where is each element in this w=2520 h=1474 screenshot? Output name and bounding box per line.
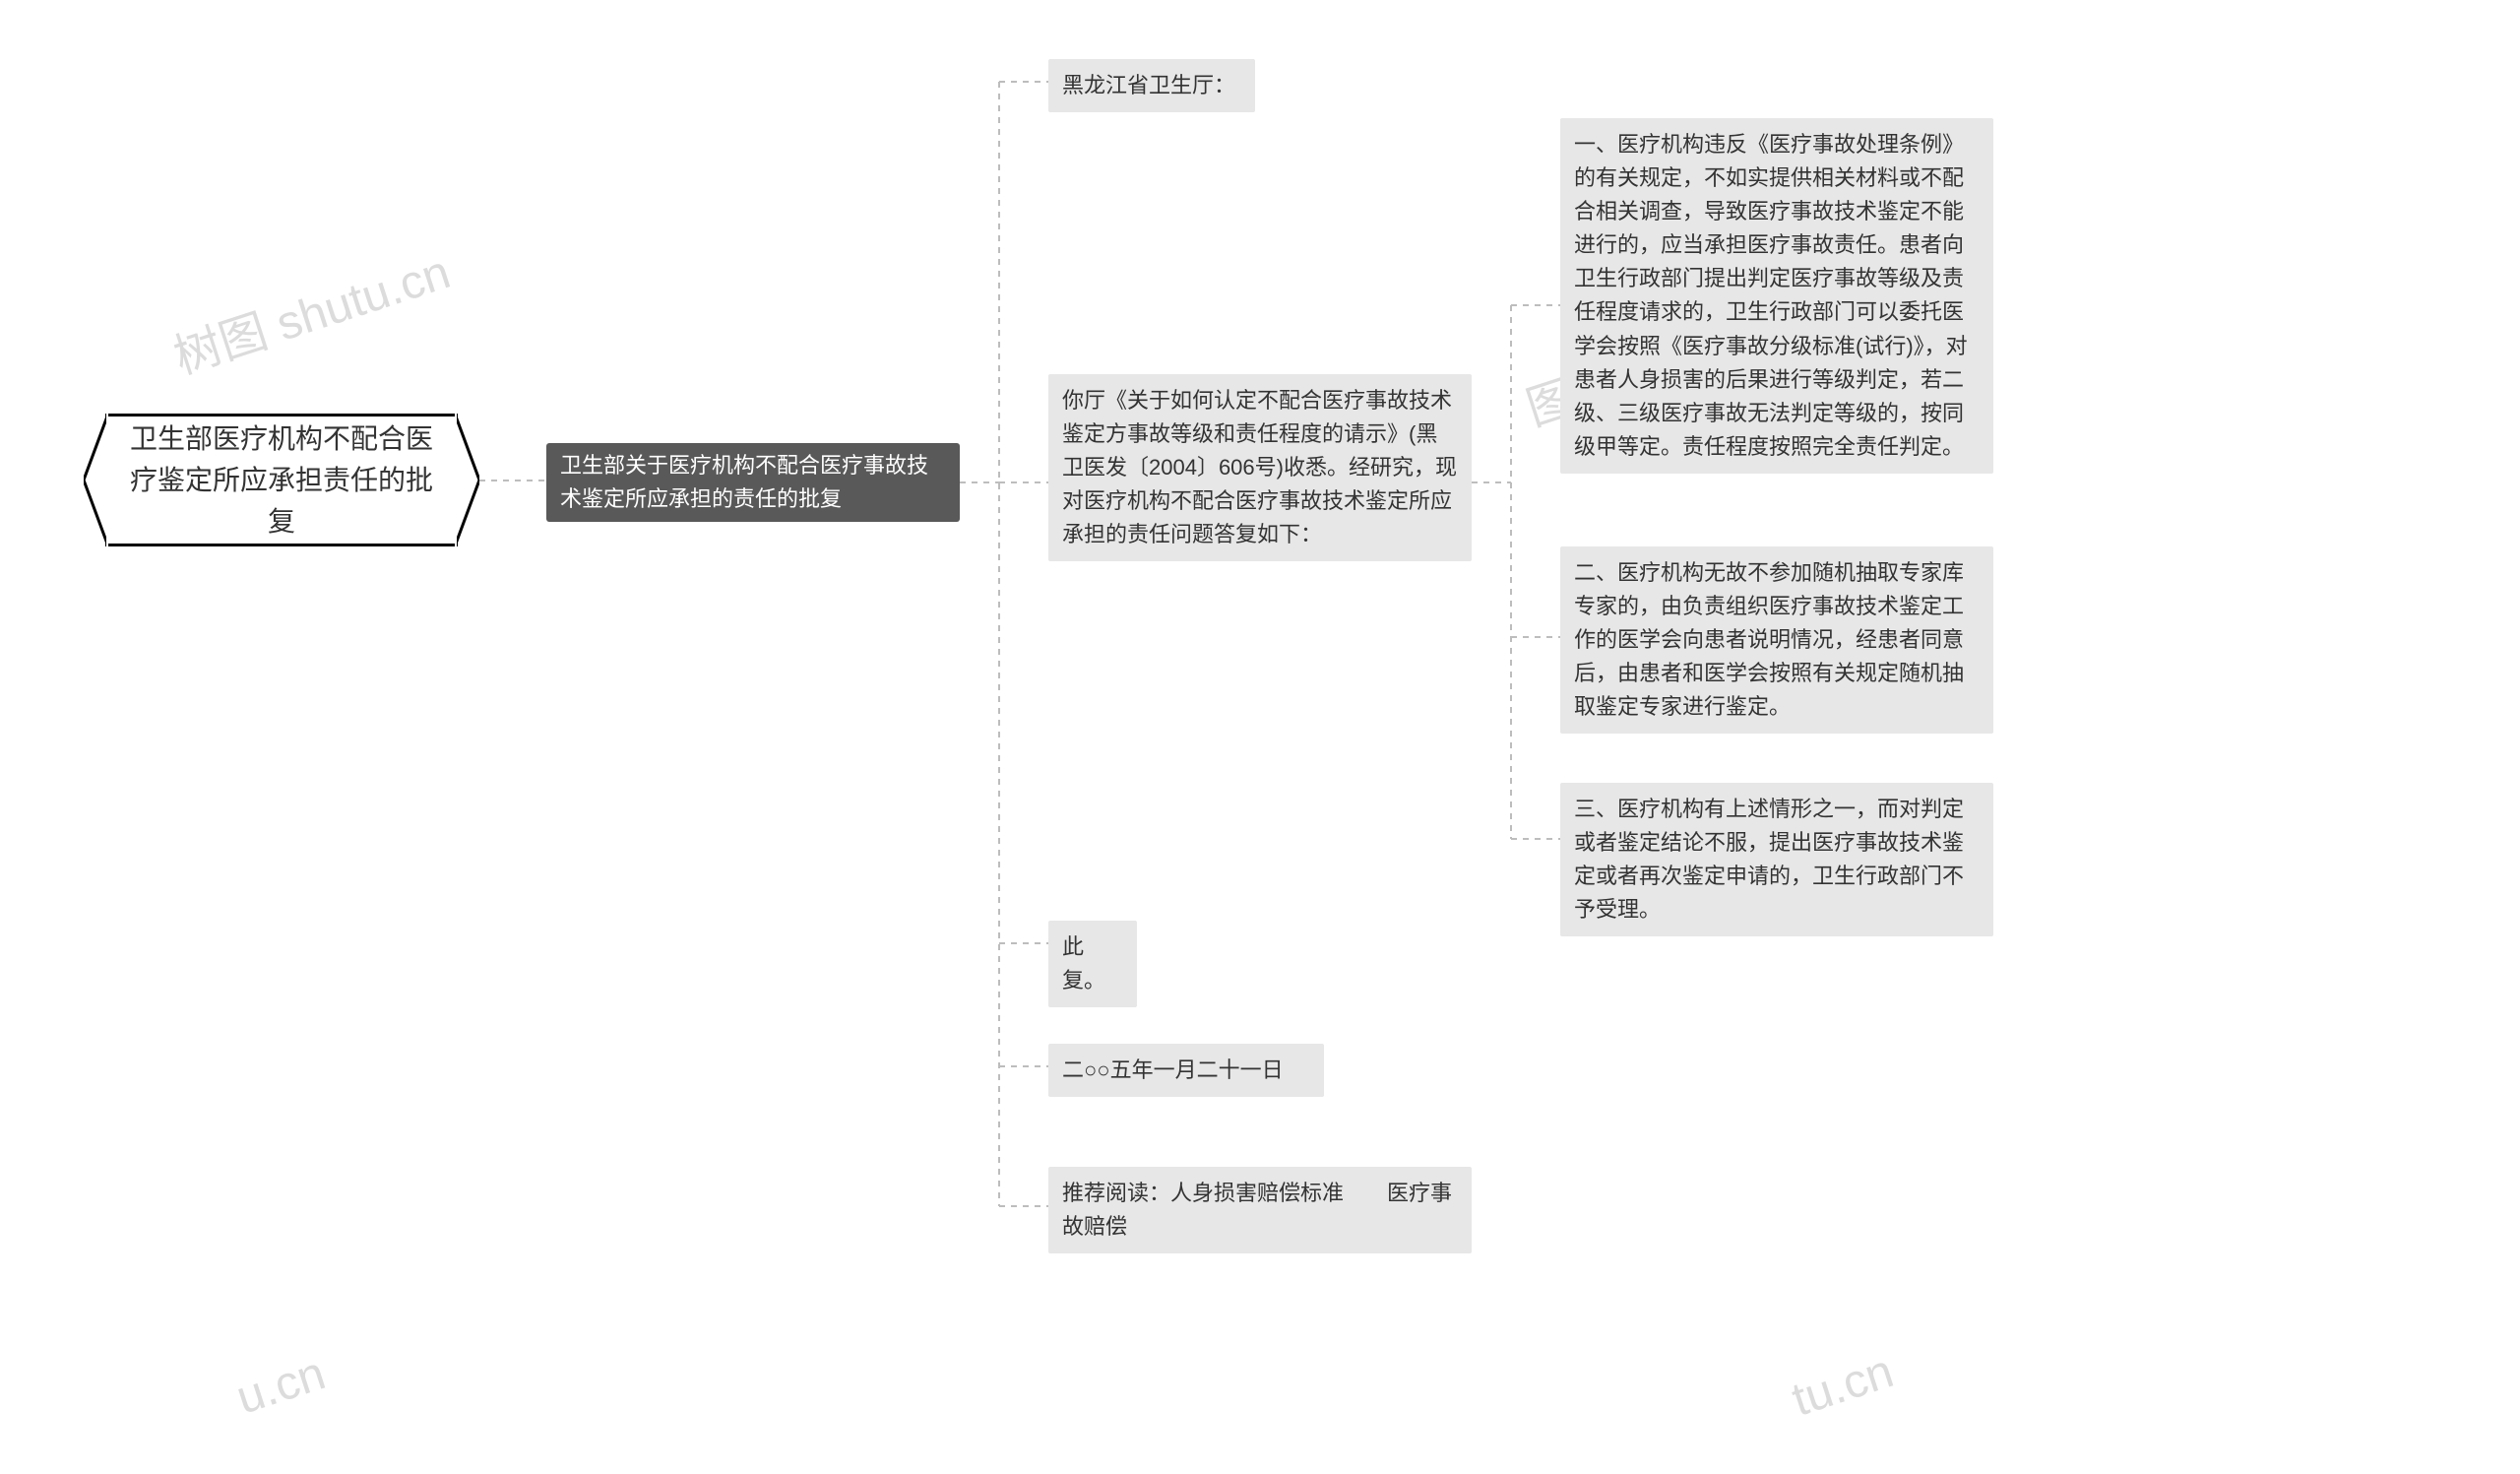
leaf-node-text: 你厅《关于如何认定不配合医疗事故技术鉴定方事故等级和责任程度的请示》(黑卫医发〔… — [1062, 388, 1457, 546]
leaf-node[interactable]: 推荐阅读：人身损害赔偿标准 医疗事故赔偿 — [1048, 1167, 1472, 1253]
leaf-node-text: 推荐阅读：人身损害赔偿标准 医疗事故赔偿 — [1062, 1181, 1452, 1239]
watermark: tu.cn — [1786, 1344, 1900, 1427]
leaf-node[interactable]: 三、医疗机构有上述情形之一，而对判定或者鉴定结论不服，提出医疗事故技术鉴定或者再… — [1560, 783, 1993, 936]
leaf-node[interactable]: 你厅《关于如何认定不配合医疗事故技术鉴定方事故等级和责任程度的请示》(黑卫医发〔… — [1048, 374, 1472, 561]
watermark: u.cn — [230, 1346, 332, 1425]
root-node-text: 卫生部医疗机构不配合医疗鉴定所应承担责任的批复 — [122, 418, 441, 543]
diagram-canvas: 树图 shutu.cn shutu.cn 图 u.cn tu.cn — [0, 0, 2520, 1474]
leaf-node-text: 三、医疗机构有上述情形之一，而对判定或者鉴定结论不服，提出医疗事故技术鉴定或者再… — [1574, 797, 1964, 922]
leaf-node-text: 二○○五年一月二十一日 — [1062, 1057, 1284, 1082]
leaf-node-text: 二、医疗机构无故不参加随机抽取专家库专家的，由负责组织医疗事故技术鉴定工作的医学… — [1574, 560, 1964, 719]
branch-node[interactable]: 卫生部关于医疗机构不配合医疗事故技术鉴定所应承担的责任的批复 — [546, 443, 960, 522]
root-node[interactable]: 卫生部医疗机构不配合医疗鉴定所应承担责任的批复 — [105, 414, 458, 546]
leaf-node[interactable]: 二、医疗机构无故不参加随机抽取专家库专家的，由负责组织医疗事故技术鉴定工作的医学… — [1560, 546, 1993, 734]
leaf-node-text: 黑龙江省卫生厅： — [1062, 73, 1235, 97]
leaf-node[interactable]: 黑龙江省卫生厅： — [1048, 59, 1255, 112]
leaf-node-text: 此复。 — [1062, 934, 1105, 993]
leaf-node[interactable]: 此复。 — [1048, 921, 1137, 1007]
leaf-node[interactable]: 一、医疗机构违反《医疗事故处理条例》的有关规定，不如实提供相关材料或不配合相关调… — [1560, 118, 1993, 474]
watermark: 树图 shutu.cn — [163, 233, 457, 387]
root-node-wrap: 卫生部医疗机构不配合医疗鉴定所应承担责任的批复 — [84, 414, 479, 546]
branch-node-text: 卫生部关于医疗机构不配合医疗事故技术鉴定所应承担的责任的批复 — [560, 449, 946, 516]
leaf-node-text: 一、医疗机构违反《医疗事故处理条例》的有关规定，不如实提供相关材料或不配合相关调… — [1574, 132, 1968, 459]
leaf-node[interactable]: 二○○五年一月二十一日 — [1048, 1044, 1324, 1097]
